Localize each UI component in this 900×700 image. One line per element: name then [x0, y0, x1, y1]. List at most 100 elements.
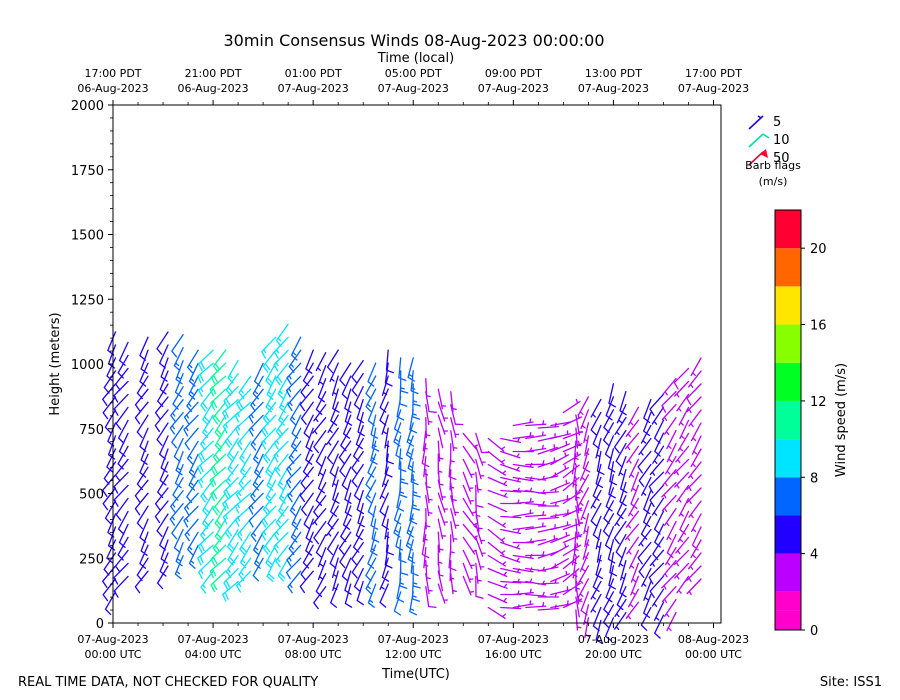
wind-barb-column: [393, 357, 409, 616]
wind-barb-column: [448, 391, 464, 595]
wind-barb-column: [487, 437, 508, 619]
y-tick-label: 750: [79, 423, 104, 438]
wind-barb-column: [209, 349, 227, 593]
x-top-tick-date: 07-Aug-2023: [478, 82, 549, 95]
wind-barb-column: [273, 323, 289, 582]
colorbar-bin: [775, 362, 801, 401]
wind-barb-column: [234, 375, 252, 593]
plot-background: [113, 105, 721, 623]
colorbar-bin: [775, 477, 801, 516]
x-axis-top: 17:00 PDT 06-Aug-2023 21:00 PDT 06-Aug-2023…: [77, 67, 749, 105]
x-bottom-tick-time: 16:00 UTC: [485, 648, 542, 661]
x-axis-label: Time(UTC): [381, 667, 450, 682]
wind-barb-column: [613, 390, 628, 631]
x-bottom-tick-date: 07-Aug-2023: [478, 633, 549, 646]
wind-barb-column: [525, 420, 547, 609]
wind-barb-column: [537, 422, 559, 611]
colorbar-tick-label: 4: [810, 548, 818, 563]
wind-barb-column: [437, 388, 449, 604]
wind-barb-column: [661, 377, 677, 632]
wind-barb-column: [550, 421, 572, 609]
x-bottom-tick-date: 07-Aug-2023: [77, 633, 148, 646]
x-top-tick-date: 07-Aug-2023: [378, 82, 449, 95]
wind-barb-column: [197, 349, 214, 594]
colorbar-frame: [774, 209, 802, 631]
quality-note: REAL TIME DATA, NOT CHECKED FOR QUALITY: [18, 675, 318, 690]
x-bottom-tick-time: 00:00 UTC: [84, 648, 141, 661]
x-bottom-tick-time: 20:00 UTC: [585, 648, 642, 661]
colorbar-bin: [775, 591, 801, 611]
y-tick-label: 1250: [71, 293, 104, 308]
y-tick-label: 250: [79, 552, 104, 567]
x-top-tick-time: 21:00 PDT: [185, 67, 242, 80]
x-bottom-tick-time: 12:00 UTC: [385, 648, 442, 661]
wind-barb-column: [602, 383, 618, 642]
colorbar-bin: [775, 553, 801, 592]
chart-title: 30min Consensus Winds 08-Aug-2023 00:00:…: [223, 31, 604, 50]
wind-barb-column: [590, 398, 605, 645]
wind-barb-column: [102, 331, 117, 616]
x-top-tick-time: 13:00 PDT: [585, 67, 642, 80]
wind-barb-column: [577, 396, 591, 639]
x-top-tick-time: 17:00 PDT: [84, 67, 141, 80]
legend-barb-5: [748, 115, 764, 130]
wind-barb-column: [351, 359, 365, 606]
colorbar: 0 4 8 12 16 20: [774, 209, 827, 639]
wind-barb-column: [475, 432, 490, 599]
legend-barb-10: [748, 133, 770, 148]
wind-barb-column: [365, 362, 380, 608]
wind-barb-column: [312, 352, 327, 610]
legend-label-5: 5: [773, 115, 781, 130]
x-top-tick-time: 01:00 PDT: [285, 67, 342, 80]
legend-title-line1: Barb flags: [745, 159, 801, 172]
site-label: Site: ISS1: [820, 675, 882, 690]
colorbar-bin: [775, 286, 801, 325]
wind-barb-column: [673, 367, 690, 594]
colorbar-tick-label: 20: [810, 242, 827, 257]
y-axis: 0 250 500 750 1000 1250 1500 1750 2000: [71, 99, 113, 632]
wind-barb-column: [405, 357, 421, 616]
wind-barb-column: [261, 336, 277, 582]
colorbar-bin: [775, 400, 801, 440]
wind-barb-column: [113, 341, 129, 598]
y-tick-label: 1500: [71, 229, 104, 244]
x-top-tick-date: 07-Aug-2023: [278, 82, 349, 95]
wind-barb-column: [285, 336, 302, 594]
wind-barb-column: [624, 406, 640, 620]
wind-barbs: [102, 323, 702, 645]
x-top-tick-time: 05:00 PDT: [385, 67, 442, 80]
colorbar-bin: [775, 439, 801, 478]
colorbar-tick-label: 8: [810, 471, 818, 486]
colorbar-bin: [775, 610, 801, 630]
wind-barb-column: [562, 398, 583, 609]
y-tick-label: 1750: [71, 164, 104, 179]
colorbar-bin: [775, 210, 801, 249]
wind-barb-column: [648, 393, 665, 639]
colorbar-tick-label: 0: [810, 624, 818, 639]
x-axis-bottom: 07-Aug-2023 00:00 UTC 07-Aug-2023 04:00 UTC…: [77, 623, 749, 661]
x-top-tick-date: 07-Aug-2023: [678, 82, 749, 95]
wind-barb-column: [512, 418, 534, 609]
x-bottom-tick-date: 07-Aug-2023: [278, 633, 349, 646]
top-axis-label: Time (local): [377, 51, 454, 66]
x-top-tick-time: 17:00 PDT: [685, 67, 742, 80]
legend-label-10: 10: [773, 133, 790, 148]
wind-barb-column: [686, 357, 702, 596]
colorbar-bin: [775, 324, 801, 363]
x-bottom-tick-date: 07-Aug-2023: [378, 633, 449, 646]
wind-barb-column: [462, 432, 479, 596]
x-top-tick-date: 06-Aug-2023: [77, 82, 148, 95]
wind-barb-column: [154, 331, 169, 590]
y-tick-label: 1000: [71, 358, 104, 373]
x-bottom-tick-time: 00:00 UTC: [685, 648, 742, 661]
wind-barb-column: [222, 359, 239, 602]
y-tick-label: 2000: [71, 99, 104, 114]
plot-area: [102, 104, 722, 645]
colorbar-bin: [775, 248, 801, 287]
wind-barb-column: [500, 437, 522, 610]
legend-title-line2: (m/s): [759, 175, 788, 188]
barb-flag-legend: 5 10 50: [748, 115, 790, 166]
wind-barb-column: [169, 334, 184, 580]
colorbar-tick-label: 16: [810, 319, 827, 334]
